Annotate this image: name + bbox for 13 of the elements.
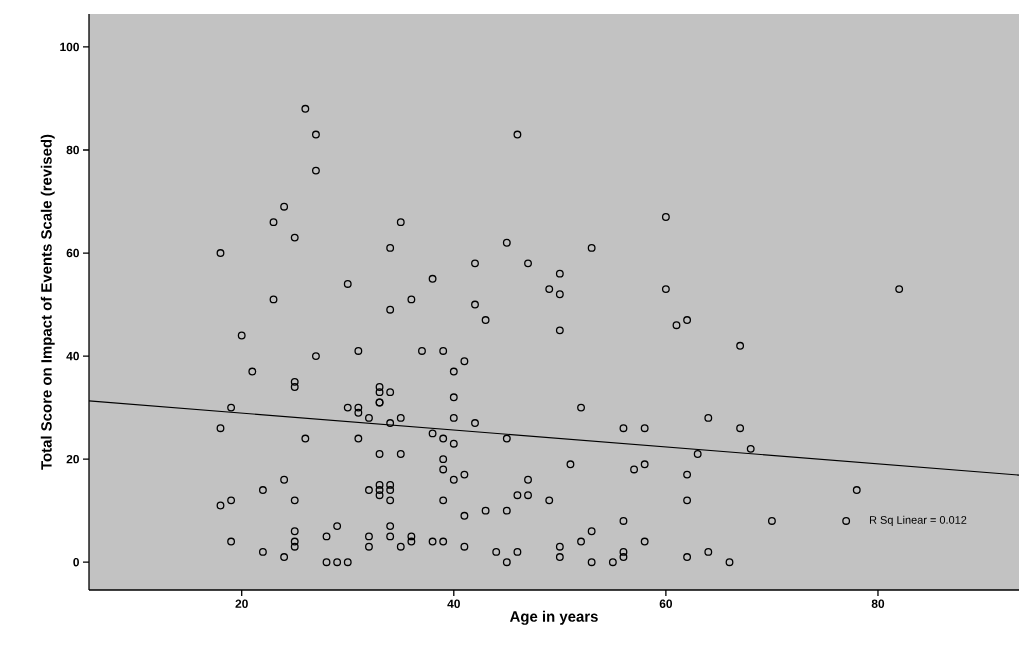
x-tick-label: 40 (447, 599, 460, 608)
x-axis-title: Age in years (509, 610, 598, 625)
y-tick-label: 80 (66, 145, 79, 155)
annotation: R Sq Linear = 0.012 (869, 515, 967, 526)
y-axis-title: Total Score on Impact of Events Scale (revised) (40, 134, 55, 470)
y-tick-label: 100 (60, 42, 79, 52)
y-tick-label: 40 (66, 351, 79, 361)
x-tick-label: 20 (235, 599, 248, 608)
y-tick-label: 20 (66, 454, 79, 464)
x-tick-label: 60 (659, 599, 673, 608)
y-tick-label: 60 (66, 248, 79, 258)
x-tick-label: 80 (871, 599, 885, 608)
y-tick-label: 0 (73, 557, 79, 567)
